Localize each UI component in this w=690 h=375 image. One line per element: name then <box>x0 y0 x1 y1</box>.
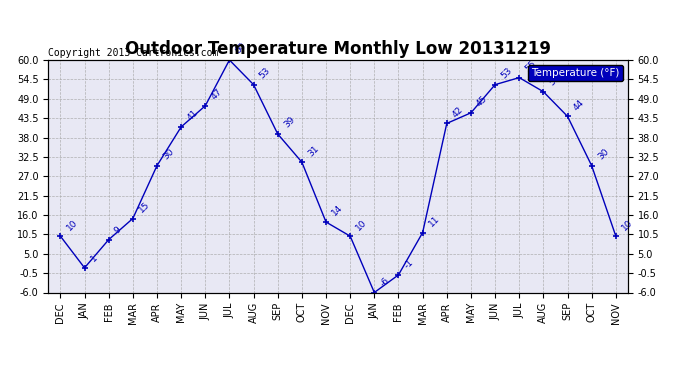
Text: 10: 10 <box>65 217 79 232</box>
Text: 9: 9 <box>113 225 124 236</box>
Text: 10: 10 <box>355 217 369 232</box>
Text: 55: 55 <box>524 59 538 74</box>
Text: 51: 51 <box>548 73 562 87</box>
Text: 44: 44 <box>572 98 586 112</box>
Text: 45: 45 <box>475 94 489 109</box>
Title: Outdoor Temperature Monthly Low 20131219: Outdoor Temperature Monthly Low 20131219 <box>125 40 551 58</box>
Text: 31: 31 <box>306 144 321 158</box>
Text: 53: 53 <box>500 66 514 81</box>
Text: 10: 10 <box>620 217 635 232</box>
Text: Copyright 2013 Cartronics.com: Copyright 2013 Cartronics.com <box>48 48 219 58</box>
Text: 14: 14 <box>331 204 344 218</box>
Text: 1: 1 <box>89 253 99 264</box>
Text: 11: 11 <box>427 214 442 228</box>
Text: 60: 60 <box>234 41 248 56</box>
Text: 30: 30 <box>161 147 176 162</box>
Legend: Temperature (°F): Temperature (°F) <box>528 65 622 81</box>
Text: 39: 39 <box>282 116 297 130</box>
Text: 15: 15 <box>137 200 152 214</box>
Text: 42: 42 <box>451 105 465 119</box>
Text: 47: 47 <box>210 87 224 102</box>
Text: 53: 53 <box>258 66 273 81</box>
Text: -1: -1 <box>403 258 415 271</box>
Text: 30: 30 <box>596 147 611 162</box>
Text: -6: -6 <box>379 276 391 288</box>
Text: 41: 41 <box>186 108 199 123</box>
